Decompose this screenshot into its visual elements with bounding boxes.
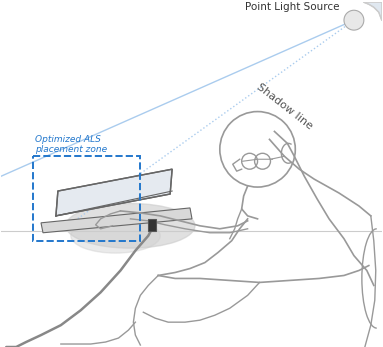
- Bar: [148, 219, 156, 231]
- Text: Point Light Source: Point Light Source: [244, 2, 339, 12]
- Text: Shadow line: Shadow line: [255, 82, 314, 132]
- Polygon shape: [364, 2, 382, 20]
- Circle shape: [344, 10, 364, 30]
- Polygon shape: [41, 208, 192, 233]
- Ellipse shape: [66, 203, 195, 248]
- Text: Optimized ALS
placement zone: Optimized ALS placement zone: [35, 135, 107, 154]
- Bar: [33, 156, 140, 241]
- Ellipse shape: [71, 218, 160, 253]
- Polygon shape: [56, 169, 172, 216]
